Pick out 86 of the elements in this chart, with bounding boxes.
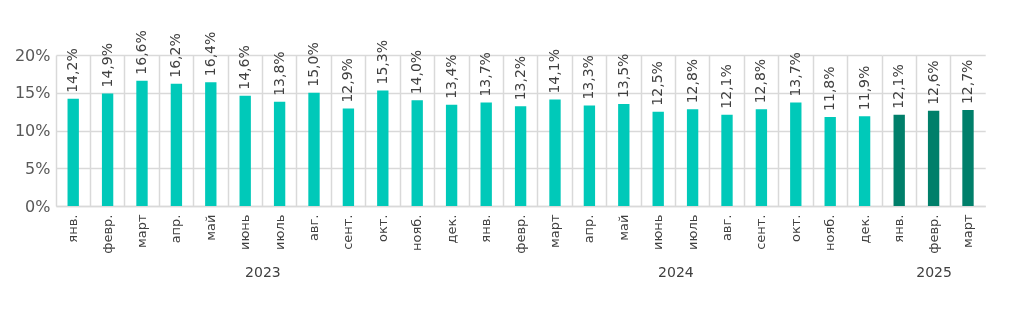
bar [480,102,492,206]
x-axis-title: 2023 [245,263,281,280]
data-label: 13,7% [786,52,803,97]
x-tick-label: сент. [753,214,769,250]
data-label: 12,5% [649,61,666,106]
y-tick-label: 15% [14,83,51,103]
y-tick-label: 0% [25,196,51,216]
bar [858,116,871,206]
data-label: 16,2% [167,33,184,78]
bar [618,104,630,206]
x-tick-label: авг. [306,214,321,242]
x-tick-label: янв. [65,214,81,243]
x-axis-title: 2024 [658,263,694,280]
data-label: 15,3% [373,40,390,85]
bar [445,104,458,206]
x-tick-label: июнь [237,214,253,251]
bar [514,106,527,206]
x-tick-label: май [615,214,631,241]
data-label: 15,0% [305,42,321,87]
data-label: 14,9% [98,43,115,88]
x-tick-label: март [960,214,975,249]
x-tick-label: сент. [340,214,356,250]
bar [170,83,183,206]
data-label: 14,6% [236,45,253,90]
bar [411,100,423,206]
data-label: 12,1% [890,64,907,109]
y-tick-label: 20% [14,45,51,65]
x-tick-label: апр. [168,214,184,244]
x-tick-label: дек. [443,214,459,244]
data-label: 13,8% [270,51,287,96]
bar [583,105,596,206]
data-label: 16,4% [201,31,218,77]
y-tick-label: 5% [25,158,51,178]
x-tick-label: окт. [374,214,390,243]
bar [342,108,355,206]
bar [136,80,148,206]
bar [308,92,320,206]
bar [721,114,733,206]
x-tick-label: июнь [650,214,666,251]
data-label: 13,7% [477,52,494,97]
data-label: 12,9% [339,58,356,103]
x-tick-label: авг. [719,214,734,242]
bar [239,95,251,206]
x-tick-label: нояб. [409,214,425,251]
x-tick-label: февр. [925,214,941,254]
data-label: 12,1% [718,64,734,109]
data-label: 16,6% [133,30,149,75]
data-label: 13,5% [614,53,631,99]
y-tick-label: 10% [14,121,51,140]
x-tick-label: апр. [581,214,597,244]
data-label: 11,9% [855,65,872,111]
x-tick-label: окт. [787,214,803,243]
x-tick-label: нояб. [822,214,838,251]
x-tick-label: февр. [99,214,115,254]
bar [755,109,768,206]
data-label: 14,0% [408,49,425,95]
bar [549,99,561,206]
bar [205,82,217,206]
data-label: 12,8% [683,58,700,104]
x-tick-label: янв. [478,214,494,243]
data-label: 12,6% [924,60,941,105]
data-label: 14,1% [546,49,562,94]
data-label: 12,8% [752,58,769,104]
x-tick-label: дек. [856,214,872,244]
x-tick-label: июль [271,214,287,250]
x-tick-label: июль [684,214,700,250]
data-label: 12,7% [959,59,975,105]
bar [790,102,802,206]
x-tick-label: янв. [891,214,907,243]
data-label: 13,2% [511,55,528,101]
bar [824,116,836,206]
bar [273,101,286,206]
data-label: 13,3% [580,55,597,100]
bar [377,90,389,206]
bar [101,93,114,206]
x-tick-label: март [134,214,149,249]
x-tick-label: март [547,214,562,249]
bar [67,98,79,206]
bar [652,111,664,206]
x-tick-label: февр. [512,214,528,254]
x-axis-title: 2025 [916,263,952,280]
data-label: 11,8% [821,66,838,111]
bar [686,109,699,206]
x-tick-label: май [202,214,218,241]
data-label: 14,2% [64,48,81,93]
data-label: 13,4% [442,54,459,99]
